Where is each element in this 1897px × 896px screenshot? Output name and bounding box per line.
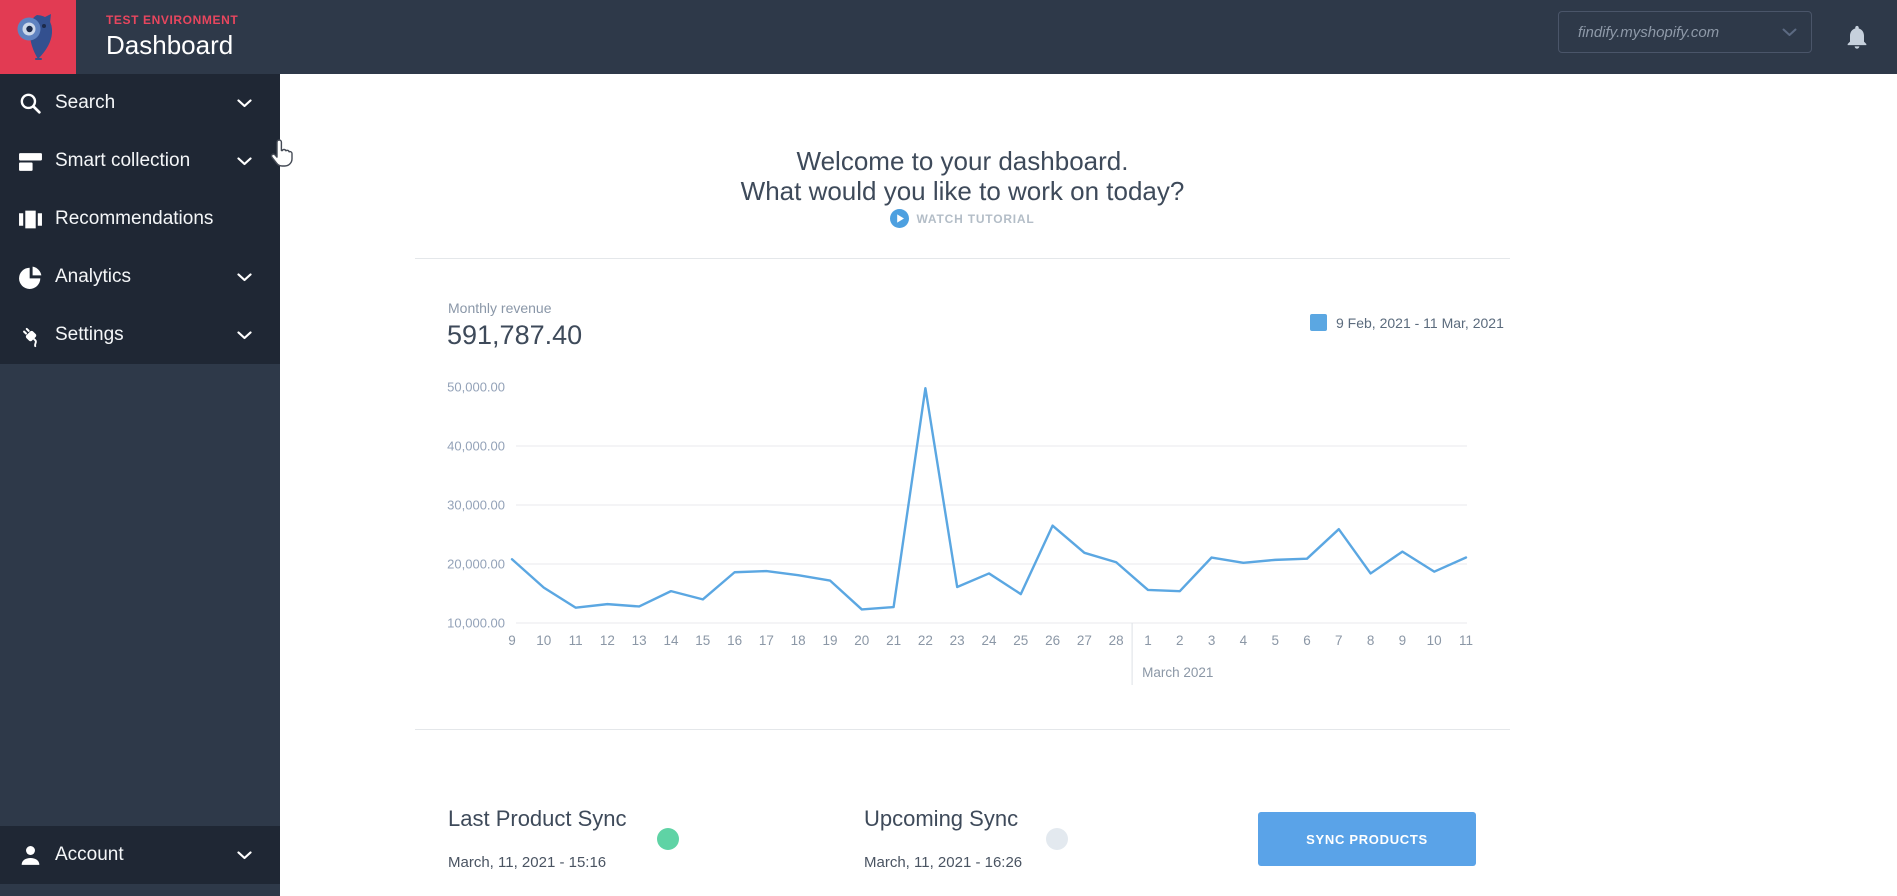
section-divider-top xyxy=(415,258,1510,259)
main-content xyxy=(280,74,1897,896)
svg-text:10: 10 xyxy=(536,633,551,648)
chevron-down-icon xyxy=(237,98,252,107)
environment-badge: TEST ENVIRONMENT xyxy=(106,13,239,27)
upcoming-sync-status-dot xyxy=(1046,828,1068,850)
top-header-bar: TEST ENVIRONMENT Dashboard findify.mysho… xyxy=(0,0,1897,74)
svg-text:1: 1 xyxy=(1144,633,1152,648)
monthly-revenue-value: 591,787.40 xyxy=(447,320,583,350)
chevron-down-icon xyxy=(1782,28,1797,36)
store-selector-value: findify.myshopify.com xyxy=(1578,23,1720,41)
svg-text:17: 17 xyxy=(759,633,774,648)
watch-tutorial-link[interactable]: WATCH TUTORIAL xyxy=(430,209,1495,228)
svg-text:20: 20 xyxy=(854,633,869,648)
legend-date-range: 9 Feb, 2021 - 11 Mar, 2021 xyxy=(1336,314,1504,331)
svg-text:9: 9 xyxy=(508,633,516,648)
sidebar-account-section: Account xyxy=(0,826,280,884)
smart-collection-icon xyxy=(19,152,42,171)
chevron-down-icon xyxy=(237,156,252,165)
svg-text:March 2021: March 2021 xyxy=(1142,665,1213,680)
welcome-heading-line2: What would you like to work on today? xyxy=(740,176,1185,206)
svg-text:11: 11 xyxy=(569,633,583,648)
svg-text:4: 4 xyxy=(1240,633,1248,648)
sidebar-item-label: Recommendations xyxy=(55,208,214,229)
store-selector-dropdown[interactable]: findify.myshopify.com xyxy=(1558,11,1812,53)
svg-text:10,000.00: 10,000.00 xyxy=(447,616,505,631)
notifications-bell-icon[interactable] xyxy=(1843,23,1871,51)
account-person-icon xyxy=(21,845,40,865)
analytics-pie-icon xyxy=(19,266,42,289)
chevron-down-icon xyxy=(237,272,252,281)
findify-owl-icon xyxy=(17,14,53,60)
sidebar-item-label: Settings xyxy=(55,324,124,345)
sidebar-item-account[interactable]: Account xyxy=(0,826,280,884)
svg-text:30,000.00: 30,000.00 xyxy=(447,498,505,513)
svg-text:8: 8 xyxy=(1367,633,1375,648)
svg-text:13: 13 xyxy=(632,633,647,648)
svg-text:5: 5 xyxy=(1271,633,1279,648)
svg-text:22: 22 xyxy=(918,633,933,648)
sidebar-item-label: Account xyxy=(55,844,124,865)
svg-text:9: 9 xyxy=(1399,633,1407,648)
monthly-revenue-line-chart: 10,000.00 20,000.00 30,000.00 40,000.00 50,0… xyxy=(447,380,1473,685)
settings-plug-icon xyxy=(23,327,37,347)
sidebar-item-label: Smart collection xyxy=(55,150,191,171)
svg-text:7: 7 xyxy=(1335,633,1343,648)
watch-tutorial-label: WATCH TUTORIAL xyxy=(916,211,1035,226)
svg-text:2: 2 xyxy=(1176,633,1184,648)
sync-products-button[interactable]: SYNC PRODUCTS xyxy=(1258,812,1476,866)
chevron-down-icon xyxy=(237,330,252,339)
svg-text:3: 3 xyxy=(1208,633,1216,648)
svg-text:18: 18 xyxy=(791,633,806,648)
svg-text:12: 12 xyxy=(600,633,615,648)
svg-text:20,000.00: 20,000.00 xyxy=(447,557,505,572)
svg-text:23: 23 xyxy=(950,633,965,648)
monthly-revenue-label: Monthly revenue xyxy=(448,300,552,316)
svg-text:24: 24 xyxy=(981,633,997,648)
svg-text:11: 11 xyxy=(1459,633,1473,648)
sidebar-item-label: Search xyxy=(55,92,116,113)
sidebar-item-smart-collection[interactable]: Smart collection xyxy=(0,132,280,190)
chevron-down-icon xyxy=(237,850,252,859)
svg-text:6: 6 xyxy=(1303,633,1311,648)
welcome-heading-line1: Welcome to your dashboard. xyxy=(796,146,1129,176)
play-circle-icon xyxy=(890,209,910,228)
svg-text:16: 16 xyxy=(727,633,742,648)
upcoming-sync-title: Upcoming Sync xyxy=(864,806,1019,831)
svg-text:40,000.00: 40,000.00 xyxy=(447,439,505,454)
svg-text:21: 21 xyxy=(886,633,901,648)
last-product-sync-title: Last Product Sync xyxy=(448,806,627,831)
svg-text:27: 27 xyxy=(1077,633,1092,648)
svg-text:15: 15 xyxy=(695,633,710,648)
search-icon xyxy=(20,93,41,114)
sidebar-item-recommendations[interactable]: Recommendations xyxy=(0,190,280,248)
svg-text:19: 19 xyxy=(822,633,837,648)
svg-text:14: 14 xyxy=(663,633,679,648)
upcoming-sync-timestamp: March, 11, 2021 - 16:26 xyxy=(864,854,1023,871)
svg-text:10: 10 xyxy=(1427,633,1442,648)
findify-logo[interactable] xyxy=(0,0,76,74)
chart-legend: 9 Feb, 2021 - 11 Mar, 2021 xyxy=(1310,314,1504,331)
svg-text:25: 25 xyxy=(1013,633,1028,648)
recommendations-icon xyxy=(19,210,42,228)
svg-text:50,000.00: 50,000.00 xyxy=(447,380,505,395)
sidebar-menu: Search Smart collection xyxy=(0,74,280,364)
sidebar-item-settings[interactable]: Settings xyxy=(0,306,280,364)
sidebar-item-label: Analytics xyxy=(55,266,132,287)
svg-text:28: 28 xyxy=(1109,633,1124,648)
sidebar: Search Smart collection xyxy=(0,74,280,896)
last-sync-timestamp: March, 11, 2021 - 15:16 xyxy=(448,854,607,871)
page-title: Dashboard xyxy=(106,30,234,60)
svg-text:26: 26 xyxy=(1045,633,1060,648)
sidebar-item-analytics[interactable]: Analytics xyxy=(0,248,280,306)
last-sync-status-dot xyxy=(657,828,679,850)
sidebar-item-search[interactable]: Search xyxy=(0,74,280,132)
legend-color-swatch xyxy=(1310,314,1327,331)
section-divider-bottom xyxy=(415,729,1510,730)
